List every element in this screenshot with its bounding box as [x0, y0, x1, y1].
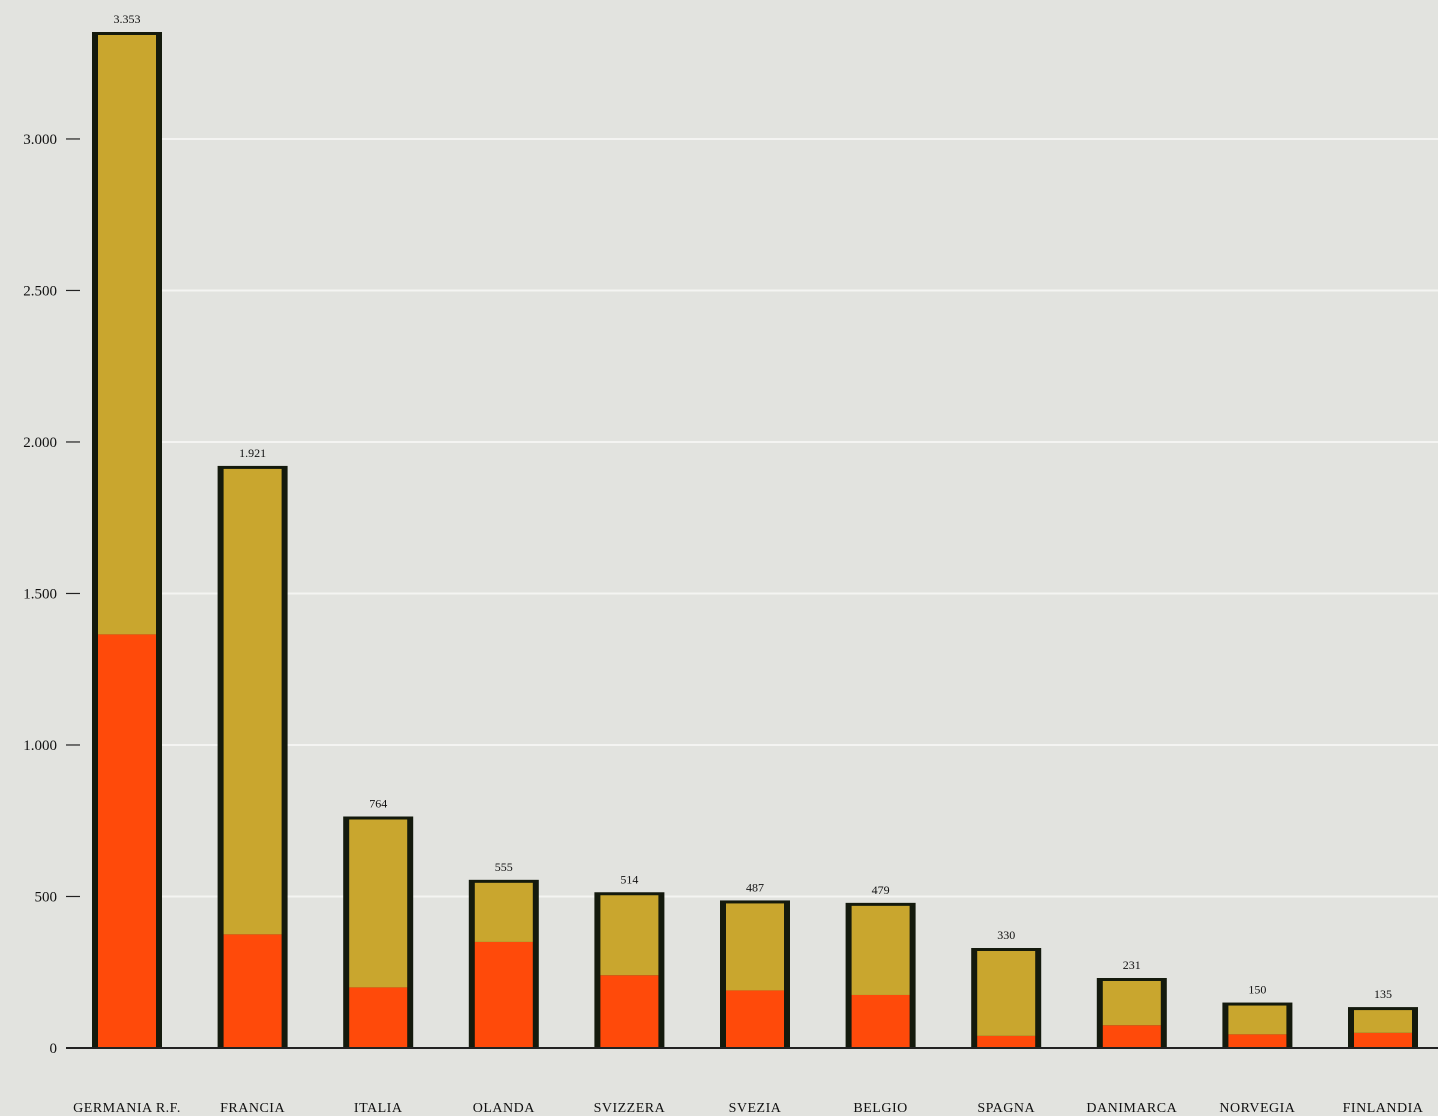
bar-group: 3.353	[92, 12, 162, 1048]
bar-value-label: 135	[1374, 987, 1392, 1001]
bar-group: 514	[594, 872, 665, 1048]
bar-value-label: 514	[620, 872, 638, 886]
bar-segment-lower	[349, 987, 408, 1048]
bar-segment-lower	[1354, 1032, 1412, 1048]
category-label: BELGIO	[853, 1101, 907, 1116]
category-label: OLANDA	[473, 1101, 535, 1116]
bar-group: 479	[845, 883, 916, 1048]
bar-value-label: 150	[1248, 983, 1266, 997]
bar-segment-upper	[1354, 1010, 1412, 1033]
bar-group: 330	[971, 928, 1042, 1048]
bar-segment-lower	[98, 634, 156, 1048]
bar-group: 231	[1096, 958, 1167, 1048]
bar-segment-lower	[851, 994, 910, 1048]
category-label: SVIZZERA	[594, 1101, 666, 1116]
y-tick-label: 0	[50, 1041, 58, 1057]
category-label: DANIMARCA	[1086, 1101, 1177, 1116]
bar-segment-upper	[474, 882, 533, 942]
bar-segment-lower	[474, 941, 533, 1048]
bars: 3.353 1.921 764 555 514 487 479 330 231 150 135	[92, 12, 1418, 1048]
bar-segment-upper	[1228, 1005, 1287, 1035]
category-label: ITALIA	[354, 1101, 403, 1116]
bar-segment-lower	[600, 975, 659, 1048]
bar-value-label: 1.921	[239, 446, 266, 460]
bar-segment-upper	[726, 903, 784, 991]
category-label: GERMANIA R.F.	[73, 1101, 181, 1116]
bar-segment-upper	[98, 35, 156, 635]
gridlines	[160, 137, 1438, 898]
bar-group: 1.921	[217, 446, 288, 1048]
bar-value-label: 764	[369, 796, 387, 810]
y-tick-label: 1.000	[23, 738, 57, 754]
x-axis-categories: GERMANIA R.F. FRANCIA ITALIA OLANDA SVIZZERA…	[73, 1101, 1424, 1116]
bar-value-label: 555	[495, 860, 513, 874]
bar-value-label: 3.353	[114, 12, 141, 26]
bar-segment-upper	[349, 819, 408, 988]
bar-segment-lower	[726, 990, 784, 1048]
bar-segment-lower	[977, 1035, 1036, 1048]
y-tick-label: 500	[35, 889, 58, 905]
y-tick-label: 1.500	[23, 586, 57, 602]
bar-segment-upper	[1102, 981, 1161, 1026]
bar-group: 487	[720, 880, 790, 1048]
bar-segment-upper	[851, 905, 910, 995]
category-label: FRANCIA	[220, 1101, 285, 1116]
bar-value-label: 330	[997, 928, 1015, 942]
bar-group: 764	[343, 796, 414, 1048]
category-label: NORVEGIA	[1219, 1101, 1295, 1116]
category-label: SVEZIA	[729, 1101, 782, 1116]
bar-segment-upper	[977, 951, 1036, 1036]
bar-segment-lower	[1228, 1034, 1287, 1048]
bar-group: 135	[1348, 987, 1418, 1048]
bar-group: 150	[1222, 983, 1293, 1048]
bar-value-label: 479	[872, 883, 890, 897]
bar-segment-upper	[600, 895, 659, 976]
category-label: SPAGNA	[977, 1101, 1035, 1116]
bar-group: 555	[468, 860, 539, 1048]
category-label: FINLANDIA	[1343, 1101, 1424, 1116]
bar-segment-lower	[1102, 1025, 1161, 1048]
bar-segment-lower	[223, 934, 282, 1048]
y-axis-ticks: 0 500 1.000 1.500 2.000 2.500 3.000	[23, 132, 80, 1057]
y-tick-label: 3.000	[23, 132, 57, 148]
bar-segment-upper	[223, 468, 282, 935]
y-tick-label: 2.000	[23, 435, 57, 451]
bar-value-label: 487	[746, 880, 764, 894]
bar-value-label: 231	[1123, 958, 1141, 972]
y-tick-label: 2.500	[23, 283, 57, 299]
